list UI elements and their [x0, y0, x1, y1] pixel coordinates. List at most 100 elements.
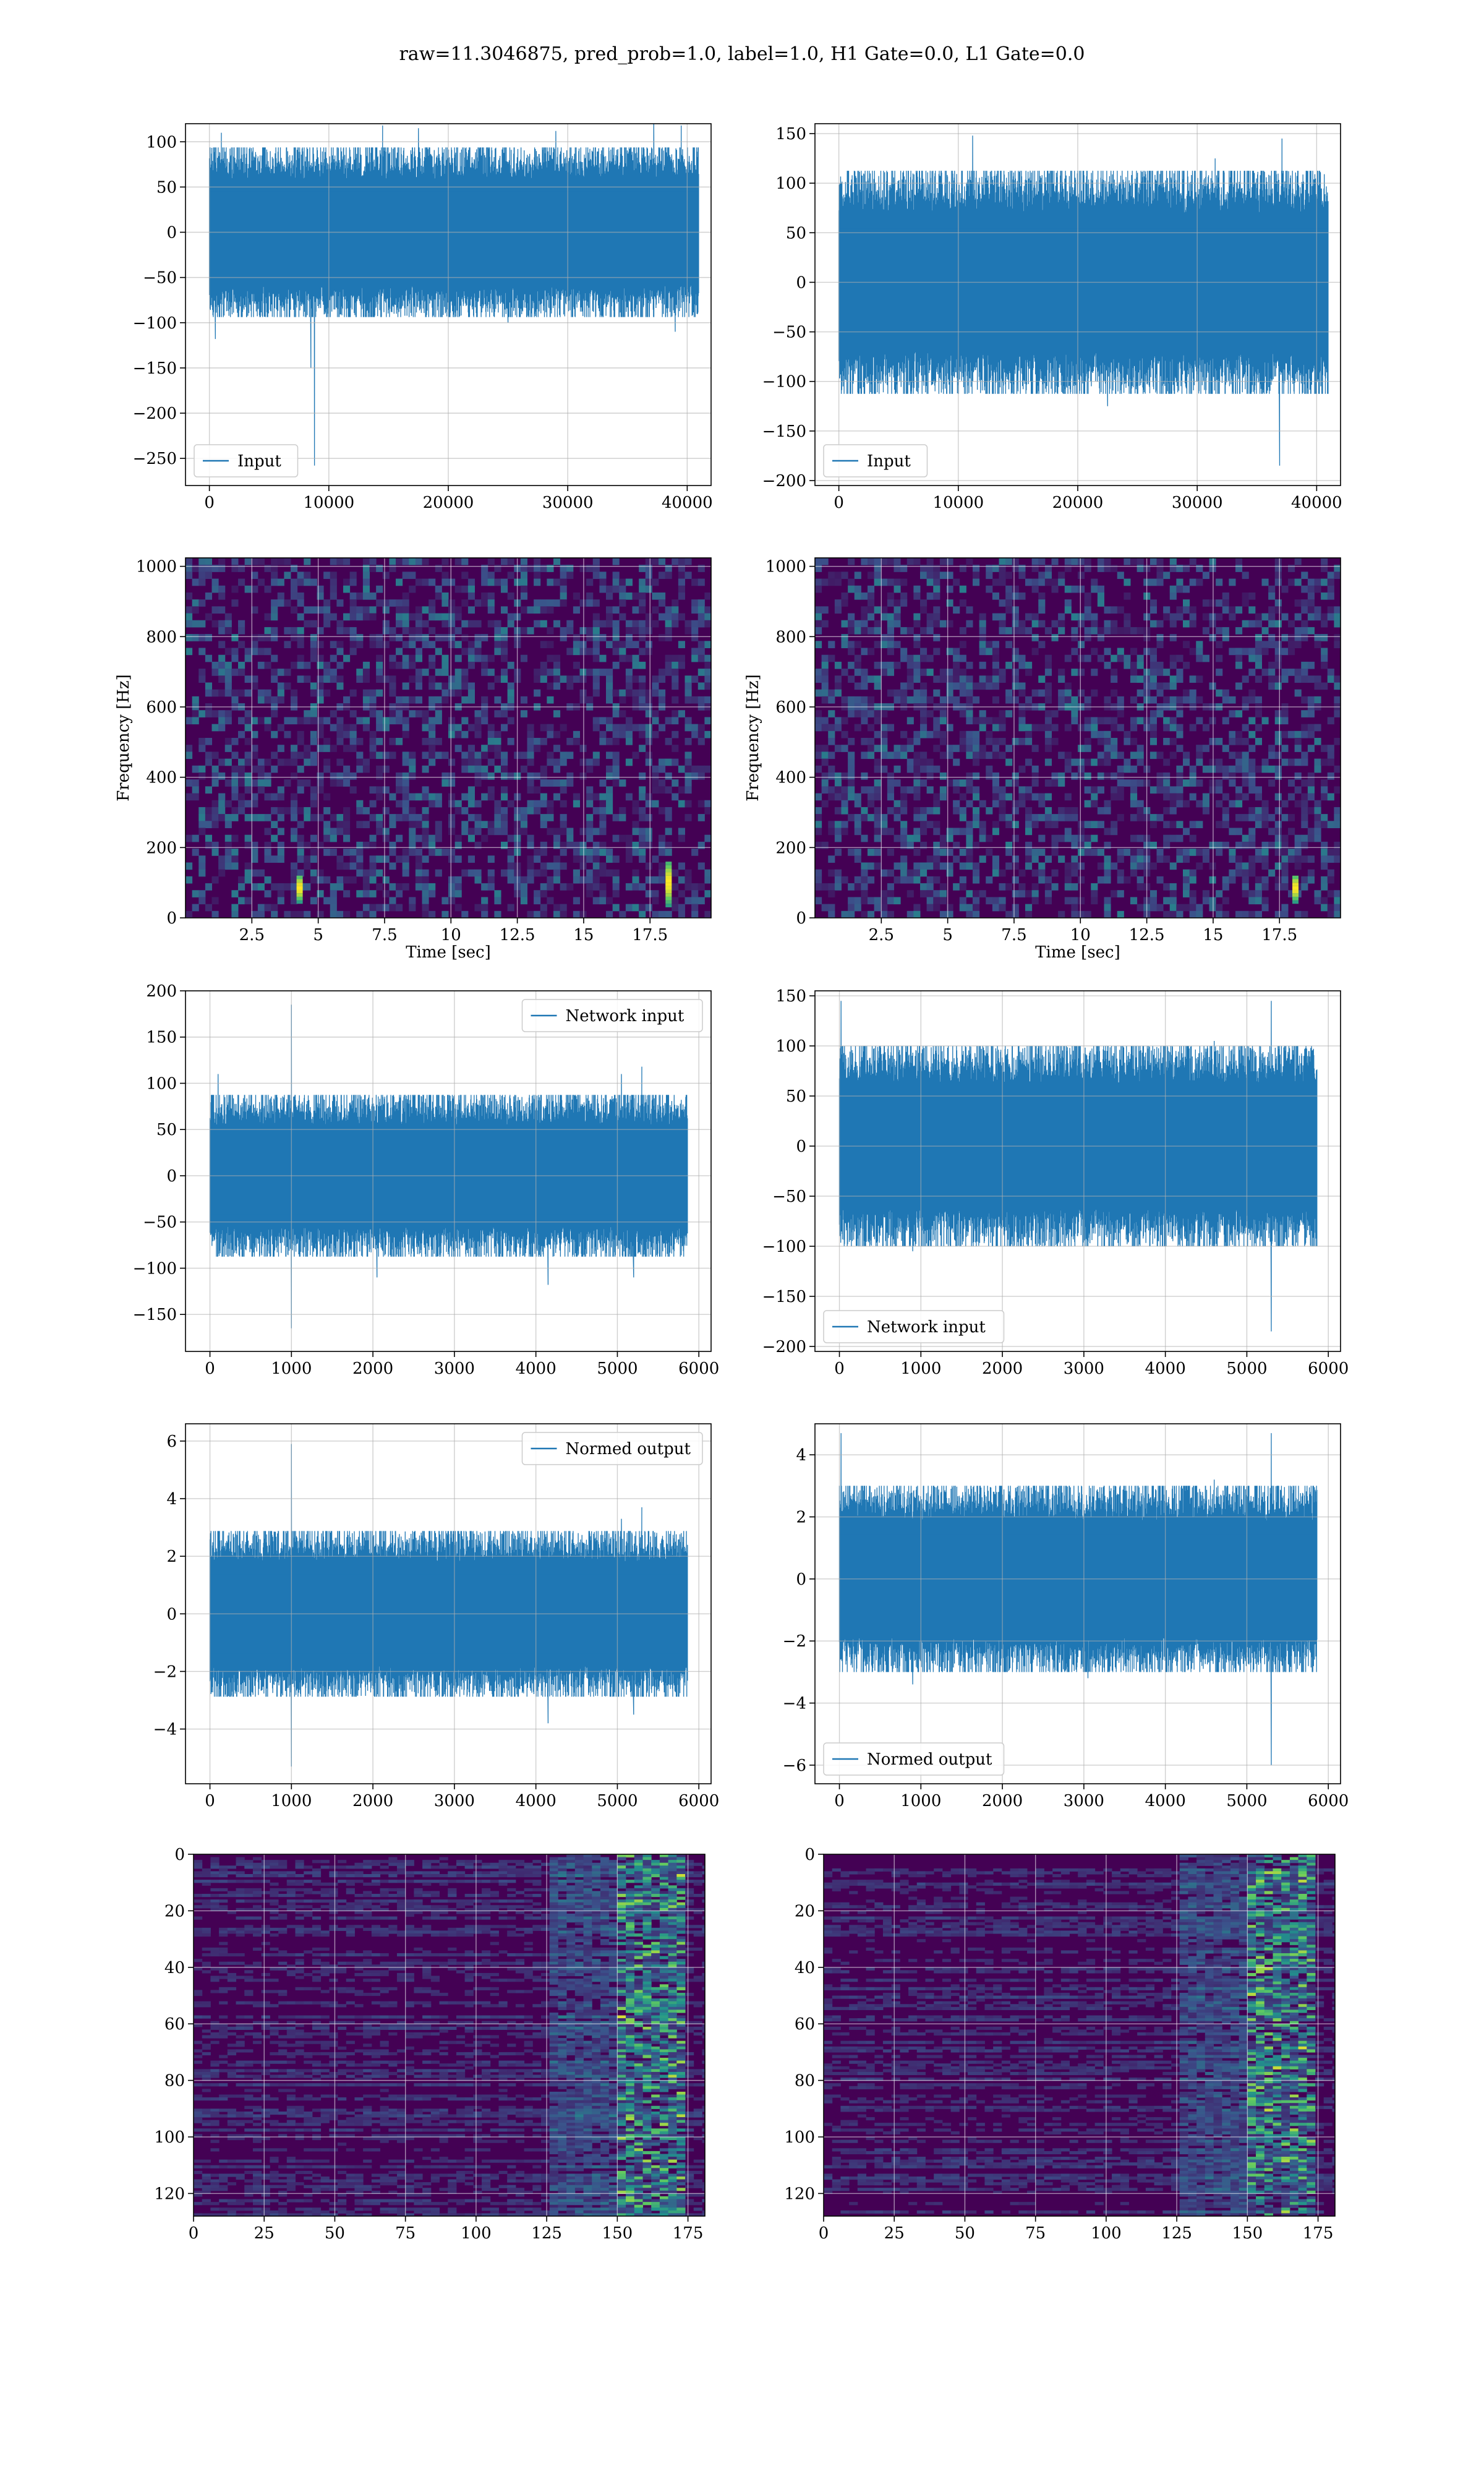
heat-cell: [626, 1911, 635, 1914]
heat-cell: [251, 793, 258, 801]
heat-cell: [821, 717, 829, 725]
heat-cell: [473, 1911, 482, 1914]
heat-cell: [992, 592, 999, 600]
heat-cell: [211, 724, 219, 732]
heat-cell: [456, 1860, 466, 1864]
heat-cell: [238, 793, 245, 801]
heat-cell: [632, 904, 639, 912]
heat-cell: [979, 620, 986, 628]
heat-cell: [231, 654, 239, 662]
heat-cell: [1136, 849, 1144, 856]
heat-cell: [1327, 855, 1334, 863]
hot-spot: [665, 862, 672, 865]
heat-cell: [704, 696, 711, 704]
heat-cell: [277, 855, 284, 863]
heat-cell: [205, 613, 212, 621]
heat-cell: [356, 807, 364, 815]
heat-cell: [238, 620, 245, 628]
heat-cell: [210, 1871, 220, 1875]
heat-cell: [1044, 661, 1052, 669]
heat-cell: [532, 1860, 542, 1864]
heat-cell: [1130, 786, 1138, 794]
heat-cell: [868, 675, 875, 683]
heat-cell: [841, 592, 848, 600]
heat-cell: [848, 641, 855, 648]
heat-cell: [354, 1893, 364, 1898]
heat-cell: [1169, 800, 1177, 808]
heat-cell: [920, 565, 927, 572]
heat-cell: [1222, 772, 1229, 780]
hot-spot: [1292, 879, 1299, 883]
heat-cell: [1031, 814, 1039, 821]
heat-cell: [415, 855, 422, 863]
heat-cell: [920, 571, 927, 580]
heat-cell: [310, 648, 317, 656]
heat-cell: [186, 592, 193, 600]
heat-cell: [672, 661, 679, 669]
heat-cell: [1071, 772, 1078, 780]
heat-cell: [1071, 648, 1078, 656]
heat-cell: [992, 800, 999, 808]
heat-cell: [645, 558, 652, 565]
heat-cell: [592, 682, 600, 690]
heat-cell: [430, 1880, 440, 1883]
heat-cell: [454, 841, 462, 849]
heat-cell: [913, 876, 921, 884]
heat-cell: [547, 779, 554, 787]
heat-cell: [1058, 669, 1065, 676]
heat-cell: [297, 841, 304, 849]
heat-cell: [848, 627, 855, 635]
heat-cell: [652, 558, 659, 565]
heat-cell: [356, 890, 364, 897]
heat-cell: [317, 772, 324, 780]
heat-cell: [1274, 793, 1282, 801]
heat-cell: [606, 897, 613, 905]
heat-cell: [815, 883, 822, 891]
heat-cell: [668, 1880, 677, 1883]
heat-cell: [1091, 648, 1098, 656]
heat-cell: [219, 1865, 228, 1869]
heat-cell: [1261, 800, 1269, 808]
x-tick-label: 0: [834, 494, 844, 512]
heat-cell: [441, 634, 449, 641]
heat-cell: [828, 793, 835, 801]
heat-cell: [1163, 682, 1171, 690]
heat-cell: [402, 883, 409, 891]
heat-cell: [501, 786, 508, 794]
heat-cell: [560, 821, 567, 828]
heat-cell: [566, 1873, 576, 1878]
heat-cell: [547, 730, 554, 738]
heat-cell: [979, 675, 986, 683]
heat-cell: [704, 606, 711, 614]
heat-cell: [1222, 814, 1229, 821]
heat-cell: [1307, 793, 1315, 801]
heat-cell: [501, 772, 508, 780]
heat-cell: [194, 1871, 203, 1875]
heat-cell: [913, 772, 921, 780]
heat-cell: [210, 1899, 220, 1903]
heat-cell: [815, 585, 822, 593]
heat-cell: [219, 1899, 228, 1903]
heat-cell: [454, 855, 462, 863]
heat-cell: [672, 682, 679, 690]
heat-cell: [317, 689, 324, 697]
heat-cell: [1091, 724, 1098, 732]
heat-cell: [678, 578, 685, 586]
heat-cell: [501, 578, 508, 586]
heat-cell: [612, 648, 620, 656]
heat-cell: [501, 558, 508, 565]
heat-cell: [933, 841, 940, 849]
heat-cell: [697, 620, 705, 628]
heat-cell: [1078, 821, 1085, 828]
heat-cell: [429, 654, 436, 662]
heat-cell: [900, 807, 908, 815]
heat-cell: [1229, 779, 1236, 787]
heat-cell: [926, 765, 934, 773]
heat-cell: [494, 890, 501, 897]
heat-cell: [704, 730, 711, 738]
heat-cell: [1117, 606, 1124, 614]
heat-cell: [841, 793, 848, 801]
heat-cell: [356, 910, 364, 918]
heat-cell: [959, 627, 966, 635]
heat-cell: [1334, 641, 1341, 648]
